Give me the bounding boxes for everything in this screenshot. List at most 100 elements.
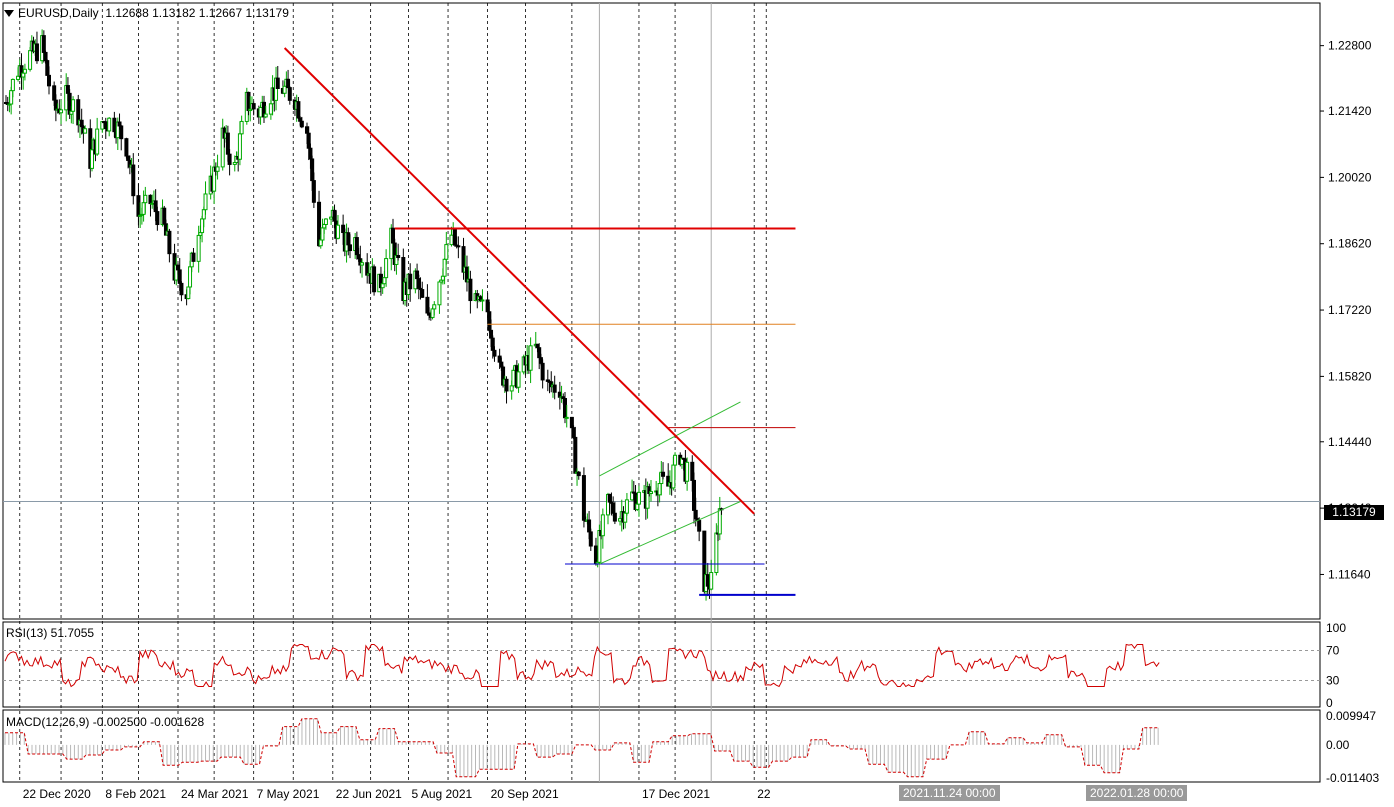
candle-bullish	[430, 308, 435, 318]
candle-bearish	[299, 120, 304, 128]
candle-bearish	[535, 343, 540, 349]
candle-bullish	[624, 499, 629, 514]
candle-bullish	[384, 258, 389, 279]
candle-bearish	[310, 158, 315, 182]
channel-upper-line	[599, 401, 741, 477]
candle-bullish	[237, 133, 242, 160]
candle-bearish	[499, 361, 504, 368]
candle-bullish	[282, 85, 287, 94]
candle-bearish	[43, 51, 48, 62]
candle-bearish	[489, 329, 494, 339]
candle-bearish	[593, 545, 598, 565]
candle-bearish	[705, 574, 710, 587]
macd-signal-line	[5, 718, 1159, 778]
candle-bearish	[396, 255, 401, 259]
candle-bullish	[600, 514, 605, 537]
candle-bullish	[623, 512, 628, 523]
candle-bullish	[444, 244, 449, 260]
rsi-pane-frame	[2, 621, 1321, 708]
candle-bearish	[311, 180, 316, 203]
ohlc-values: 1.12688 1.13182 1.12667 1.13179	[105, 6, 289, 20]
candle-bullish	[564, 416, 569, 419]
candle-bearish	[487, 311, 492, 331]
candle-bearish	[552, 384, 557, 393]
candle-bullish	[90, 149, 94, 169]
candle-bearish	[537, 347, 542, 359]
candle-bearish	[332, 209, 337, 222]
candle-bearish	[308, 147, 313, 160]
rsi-label: RSI(13) 51.7055	[6, 626, 95, 640]
candle-bearish	[416, 278, 421, 289]
candle-bullish	[22, 68, 27, 74]
candle-bearish	[296, 101, 301, 119]
x-axis-label: 22 Jun 2021	[336, 787, 402, 801]
candle-bullish	[83, 128, 88, 134]
candle-bearish	[246, 91, 251, 112]
candle-bullish	[10, 78, 15, 92]
candle-bullish	[323, 218, 328, 226]
main-pane-frame	[2, 2, 1321, 620]
candle-bullish	[9, 90, 14, 105]
candle-bullish	[188, 266, 193, 288]
candle-bullish	[636, 491, 641, 505]
triangle-down-icon[interactable]	[4, 10, 14, 18]
candle-bearish	[52, 85, 57, 101]
candle-bearish	[251, 103, 256, 110]
symbol-label: EURUSD,Daily	[18, 6, 99, 20]
candle-bearish	[79, 119, 84, 128]
candle-bearish	[573, 436, 578, 474]
candle-bullish	[509, 385, 514, 392]
x-axis-label: 17 Dec 2021	[642, 787, 710, 801]
candle-bullish	[673, 454, 678, 466]
candle-bearish	[167, 230, 172, 255]
candle-bearish	[420, 289, 425, 298]
candle-bullish	[143, 194, 148, 204]
candle-bearish	[148, 194, 153, 205]
candle-bullish	[258, 106, 263, 118]
candle-bullish	[71, 99, 76, 112]
candle-bearish	[225, 132, 230, 155]
candle-bullish	[107, 117, 112, 132]
candle-bearish	[162, 207, 167, 225]
candle-bullish	[511, 369, 516, 387]
rsi-axis-label: 100	[1326, 621, 1346, 635]
candle-bullish	[528, 345, 533, 371]
price-tick-label: 1.20020	[1328, 170, 1372, 184]
candle-bearish	[611, 502, 616, 514]
candle-bearish	[153, 200, 158, 213]
candle-bearish	[490, 337, 495, 351]
candle-bearish	[587, 519, 592, 533]
candle-bullish	[201, 209, 206, 220]
candle-bearish	[34, 43, 39, 62]
x-axis-label: 8 Feb 2021	[105, 787, 166, 801]
candle-bearish	[117, 121, 122, 127]
candle-bearish	[103, 121, 108, 129]
candle-bearish	[341, 224, 346, 234]
candle-bullish	[382, 277, 387, 285]
chart-header: EURUSD,Daily 1.12688 1.13182 1.12667 1.1…	[4, 6, 289, 20]
candle-bearish	[415, 270, 420, 280]
price-tick-label: 1.15820	[1328, 369, 1372, 383]
candle-bearish	[571, 427, 576, 438]
candle-bullish	[186, 286, 191, 300]
candle-bullish	[95, 128, 100, 155]
price-tick-label: 1.11640	[1328, 567, 1371, 581]
candle-bearish	[112, 117, 117, 133]
rsi-axis-label: 0	[1326, 696, 1333, 710]
candle-bearish	[191, 252, 196, 262]
candle-bearish	[576, 471, 581, 477]
candle-bearish	[354, 237, 359, 256]
current-price-label: 1.13179	[1324, 505, 1384, 520]
candle-bullish	[380, 283, 385, 289]
macd-pane-frame	[2, 709, 1321, 783]
candle-bullish	[432, 304, 437, 310]
candle-bullish	[318, 239, 323, 247]
x-axis-label: 24 Mar 2021	[181, 787, 249, 801]
candle-bearish	[124, 138, 129, 157]
candle-bearish	[697, 520, 702, 532]
candle-bullish	[516, 371, 521, 388]
candle-bearish	[131, 164, 136, 197]
candle-bullish	[437, 281, 442, 306]
